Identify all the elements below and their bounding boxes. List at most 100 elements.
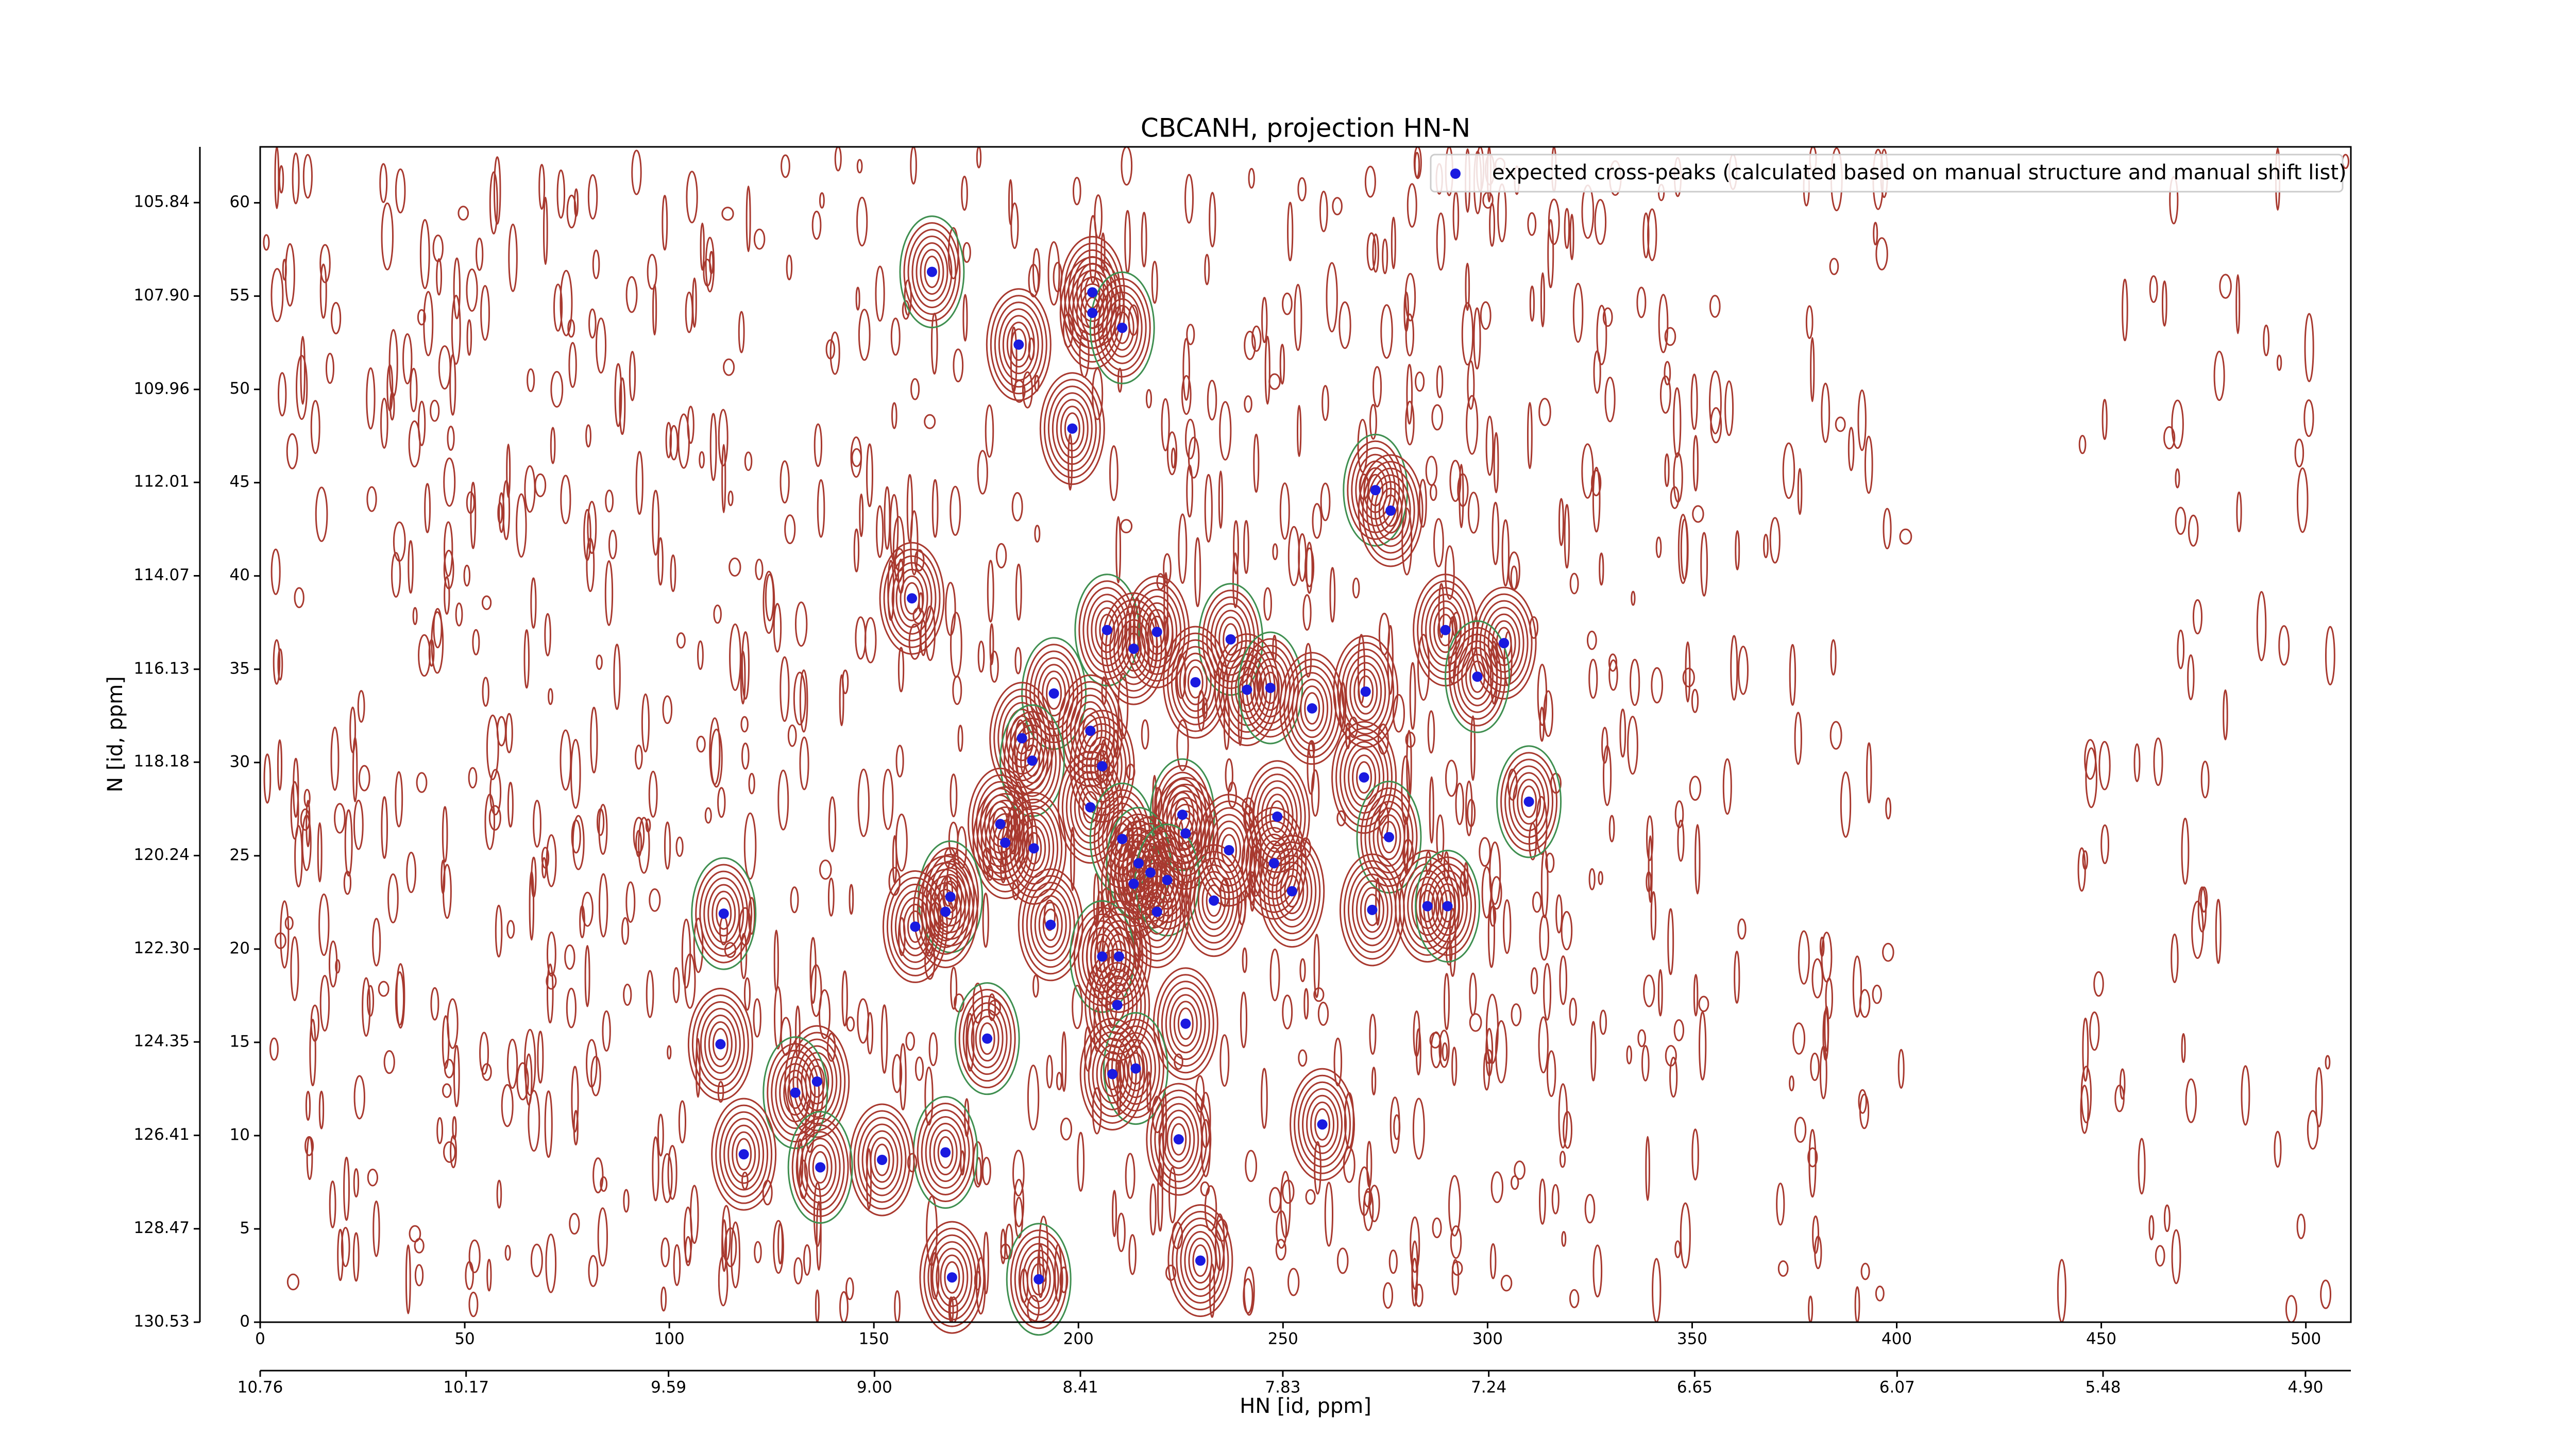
noise-contour: [277, 739, 283, 791]
noise-contour: [667, 1045, 672, 1060]
noise-contour: [962, 294, 968, 342]
peak-contour: [1419, 856, 1477, 956]
noise-contour: [1569, 213, 1574, 261]
cross-peak: [1472, 671, 1483, 682]
noise-contour: [318, 893, 330, 956]
noise-contour: [1401, 755, 1411, 825]
peak-contour: [1349, 662, 1382, 721]
noise-contour: [1171, 447, 1176, 469]
noise-contour: [1690, 374, 1698, 430]
noise-contour: [773, 1220, 784, 1274]
noise-contour: [1489, 202, 1496, 247]
cross-peak: [1286, 886, 1297, 897]
noise-contour: [2148, 1215, 2155, 1241]
noise-contour: [274, 146, 280, 209]
noise-contour: [2114, 1085, 2125, 1112]
noise-contour: [897, 647, 905, 693]
cross-peak: [1180, 1018, 1191, 1029]
noise-contour: [1602, 745, 1612, 806]
noise-contour: [2187, 654, 2195, 700]
noise-contour: [432, 234, 444, 262]
noise-contour: [486, 1258, 492, 1292]
noise-contour: [1332, 197, 1343, 215]
noise-contour: [310, 1004, 320, 1042]
noise-contour: [1232, 552, 1239, 609]
noise-contour: [1561, 1230, 1567, 1247]
noise-contour: [277, 648, 283, 681]
noise-contour: [1469, 972, 1477, 1016]
noise-contour: [366, 486, 377, 512]
noise-contour: [1368, 1185, 1380, 1222]
noise-contour: [442, 864, 452, 919]
noise-contour: [1445, 545, 1455, 600]
noise-contour: [1548, 198, 1560, 245]
noise-contour: [366, 367, 376, 430]
peak-contour: [921, 1109, 970, 1196]
noise-contour: [466, 319, 472, 356]
noise-contour: [508, 223, 518, 292]
noise-contour: [697, 640, 704, 670]
cross-peak: [1087, 308, 1098, 318]
y-tick-label: 60: [230, 193, 250, 211]
noise-contour: [1311, 769, 1320, 817]
noise-contour: [493, 156, 501, 225]
noise-contour: [1263, 587, 1273, 621]
noise-contour: [1200, 1181, 1210, 1196]
noise-contour: [423, 291, 434, 357]
noise-contour: [2093, 971, 2104, 997]
noise-contour: [353, 1075, 365, 1120]
noise-contour: [853, 528, 860, 572]
noise-contour: [839, 674, 844, 727]
noise-contour: [546, 931, 556, 977]
peak-contour: [1187, 666, 1204, 699]
noise-contour: [705, 237, 715, 293]
peak-contour: [925, 1116, 966, 1189]
noise-contour: [1693, 974, 1699, 1017]
noise-contour: [353, 1168, 360, 1198]
noise-contour: [1698, 996, 1709, 1013]
noise-contour: [378, 981, 389, 997]
noise-contour: [1166, 431, 1178, 476]
noise-contour: [787, 724, 797, 747]
y-tick-label: 40: [230, 566, 250, 584]
noise-contour: [524, 465, 536, 513]
noise-contour: [1149, 1183, 1157, 1236]
noise-contour: [1641, 1045, 1650, 1082]
cross-peak: [1180, 828, 1191, 839]
noise-contour: [1692, 505, 1704, 523]
noise-contour: [880, 1004, 888, 1074]
noise-contour: [1363, 1188, 1374, 1231]
noise-contour: [1015, 563, 1022, 621]
noise-contour: [430, 399, 440, 422]
noise-contour: [957, 724, 963, 752]
noise-contour: [1388, 1249, 1398, 1274]
y2-tick-label: 130.53: [134, 1312, 190, 1331]
noise-contour: [858, 309, 871, 361]
x2-tick-label: 8.41: [1063, 1378, 1098, 1397]
noise-contour: [1670, 486, 1680, 509]
peak-contour: [1024, 744, 1041, 777]
noise-contour: [1037, 1244, 1044, 1298]
x-tick-label: 400: [1882, 1330, 1912, 1348]
noise-contour: [380, 397, 388, 449]
peak-contour: [1106, 298, 1139, 358]
legend-box: [1430, 154, 2344, 193]
noise-contour: [625, 881, 636, 923]
noise-contour: [910, 146, 917, 185]
noise-contour: [777, 769, 789, 831]
noise-contour: [412, 607, 418, 626]
noise-contour: [1588, 868, 1596, 890]
noise-contour: [414, 1238, 425, 1254]
peak-contour: [993, 688, 1051, 788]
peak-contour: [1469, 660, 1486, 693]
noise-contour: [1486, 993, 1499, 1065]
peak-contour: [1331, 721, 1397, 834]
peak-contour: [899, 215, 965, 329]
noise-contour: [395, 771, 403, 828]
noise-contour: [1436, 365, 1444, 398]
noise-contour: [1333, 1037, 1343, 1087]
peak-contour: [883, 548, 941, 648]
noise-contour: [895, 813, 908, 872]
cross-peak: [1085, 802, 1096, 813]
noise-contour: [646, 970, 654, 1018]
